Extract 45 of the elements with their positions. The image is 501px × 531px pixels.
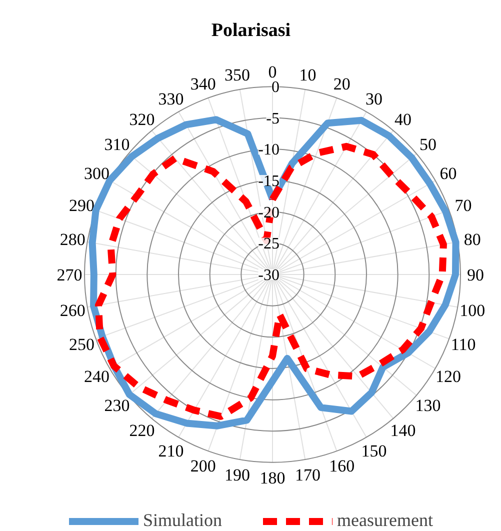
spoke-label: 180 [260, 468, 286, 488]
spoke-label: 340 [190, 74, 216, 94]
spoke-label: 140 [390, 421, 416, 440]
chart-title: Polarisasi [211, 20, 291, 41]
spoke-label: 30 [366, 90, 382, 109]
spoke-label: 110 [450, 334, 476, 354]
legend-label: Simulation [143, 510, 222, 531]
spoke-label: 220 [129, 421, 155, 440]
spoke-label: 320 [129, 110, 155, 129]
spoke-label: 10 [299, 66, 316, 85]
spoke-label: 150 [361, 441, 387, 460]
legend-label: measurement [337, 510, 433, 531]
spoke-label: 90 [467, 266, 484, 284]
y-tick-label: -10 [258, 142, 280, 159]
y-tick-label: -15 [258, 173, 280, 190]
spoke-label: 60 [440, 164, 457, 183]
spoke-label: 50 [420, 135, 437, 154]
spoke-label: 290 [68, 196, 94, 216]
spoke-label: 280 [60, 230, 86, 250]
spoke-label: 250 [68, 334, 94, 354]
y-tick-label: -5 [266, 110, 280, 128]
y-tick-label: -25 [258, 236, 280, 253]
spoke-label: 190 [224, 465, 250, 484]
spoke-label: 100 [460, 300, 486, 320]
spoke-label: 20 [333, 74, 350, 94]
spoke-label: 230 [104, 396, 130, 415]
spoke-label: 210 [158, 441, 184, 460]
spoke-label: 300 [84, 164, 110, 183]
spoke-label: 350 [224, 66, 250, 85]
spoke-label: 270 [56, 266, 82, 284]
y-tick-label: -30 [258, 267, 280, 284]
spoke-label: 120 [436, 367, 462, 386]
spoke-label: 170 [295, 465, 320, 484]
spoke-label: 240 [84, 367, 110, 386]
y-tick-label: -20 [258, 204, 280, 222]
spoke-label: 260 [60, 300, 86, 320]
spoke-label: 330 [158, 90, 184, 109]
spoke-label: 200 [190, 456, 216, 476]
y-tick-label: 0 [268, 62, 277, 82]
spoke-label: 80 [464, 230, 481, 250]
spoke-label: 160 [329, 456, 355, 476]
spoke-label: 40 [394, 110, 412, 129]
spoke-label: 310 [104, 135, 130, 154]
spoke-label: 130 [415, 396, 441, 415]
spoke-label: 70 [454, 196, 472, 216]
